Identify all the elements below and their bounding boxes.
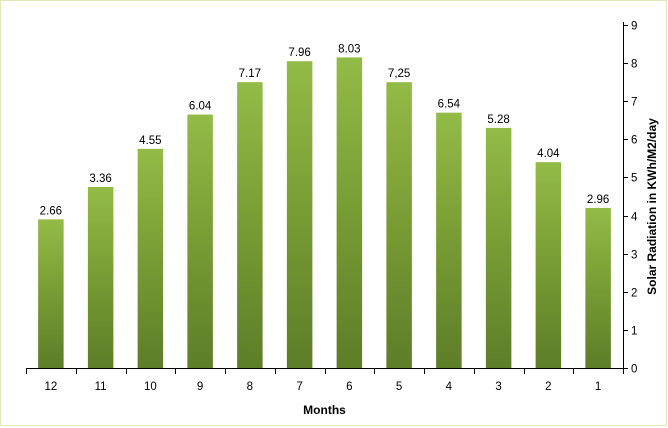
y-tick-label: 7 (631, 97, 637, 109)
bar (535, 162, 562, 368)
bar-value-label: 2.66 (40, 205, 62, 217)
y-tick-label: 2 (631, 288, 637, 300)
y-tick-label: 5 (631, 173, 637, 185)
bar-value-label: 5.28 (487, 114, 509, 126)
bar (436, 112, 462, 369)
y-tick-label: 3 (631, 250, 637, 262)
y-axis-title: Solar Radiation in KWh/M2/day (645, 118, 659, 295)
bar-value-label: 3.36 (89, 173, 111, 185)
y-tick-label: 8 (631, 59, 637, 71)
data-labels: 2.66 3.36 4.55 6.04 7.17 7.96 8.03 7,25 6.54 5.28… (40, 43, 610, 217)
y-tick-label: 4 (631, 212, 638, 224)
bar-value-label: 6.04 (189, 101, 212, 113)
bar (485, 127, 512, 369)
x-tick-label: 6 (346, 381, 352, 393)
x-tick-label: 2 (545, 381, 551, 393)
x-tick-label: 11 (95, 381, 107, 393)
x-axis-ticks: 12 11 10 9 8 7 6 5 4 3 2 1 (26, 368, 624, 393)
bar (585, 207, 611, 368)
bar-value-label: 4.55 (139, 135, 161, 147)
bars (38, 57, 611, 369)
bar-value-label: 6.54 (438, 99, 461, 111)
y-tick-label: 9 (631, 21, 637, 33)
y-axis-ticks: 0 1 2 3 4 5 6 7 8 9 (623, 21, 638, 376)
x-tick-label: 10 (144, 381, 157, 393)
x-tick-label: 4 (446, 381, 453, 393)
bar (87, 186, 114, 368)
x-tick-label: 8 (247, 381, 253, 393)
bar (336, 57, 363, 369)
x-tick-label: 9 (197, 381, 203, 393)
bar-value-label: 7.96 (288, 47, 310, 59)
x-tick-label: 12 (44, 381, 57, 393)
x-tick-label: 7 (296, 381, 302, 393)
bar-value-label: 2.96 (587, 194, 609, 206)
bar-value-label: 4.04 (537, 148, 560, 160)
bar-value-label: 7,25 (388, 68, 410, 80)
bar (237, 82, 263, 369)
bar (137, 148, 164, 368)
bar (38, 219, 64, 368)
bar-value-label: 8.03 (338, 43, 360, 55)
y-tick-label: 1 (631, 326, 637, 338)
bar-value-label: 7.17 (239, 68, 261, 80)
bar (386, 82, 412, 369)
x-tick-label: 5 (396, 381, 402, 393)
x-tick-label: 1 (595, 381, 601, 393)
bar (187, 114, 213, 368)
bar (286, 61, 313, 368)
y-tick-label: 6 (631, 135, 637, 147)
x-axis-title: Months (303, 403, 346, 417)
x-tick-label: 3 (495, 381, 501, 393)
y-tick-label: 0 (631, 364, 637, 376)
